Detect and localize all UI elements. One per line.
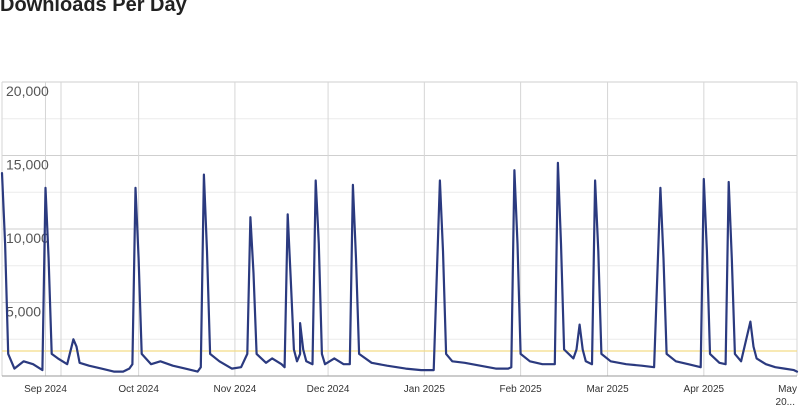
x-tick-label: Sep 2024 [24,384,67,395]
x-tick-label: Mar 2025 [586,384,629,395]
y-tick-label: 5,000 [6,304,41,320]
chart-title: Downloads Per Day [0,0,187,16]
x-tick-label: Dec 2024 [307,384,350,395]
y-tick-label: 10,000 [6,230,49,246]
x-tick-label-line2: 20... [776,397,795,408]
series-layer [0,161,799,373]
x-tick-label: May [778,384,797,395]
y-axis-ticks: 20,000 15,000 10,000 5,000 [6,83,49,320]
x-tick-label: Oct 2024 [118,384,159,395]
x-tick-label: Apr 2025 [684,384,725,395]
x-tick-label: Jan 2025 [404,384,446,395]
x-tick-label: Nov 2024 [214,384,257,395]
grid-layer [1,81,798,377]
series-line [0,161,799,373]
x-tick-label: Feb 2025 [499,384,542,395]
y-tick-label: 20,000 [6,83,49,99]
y-tick-label: 15,000 [6,157,49,173]
x-axis-ticks: Sep 2024 Oct 2024 Nov 2024 Dec 2024 Jan 2025… [24,384,797,408]
